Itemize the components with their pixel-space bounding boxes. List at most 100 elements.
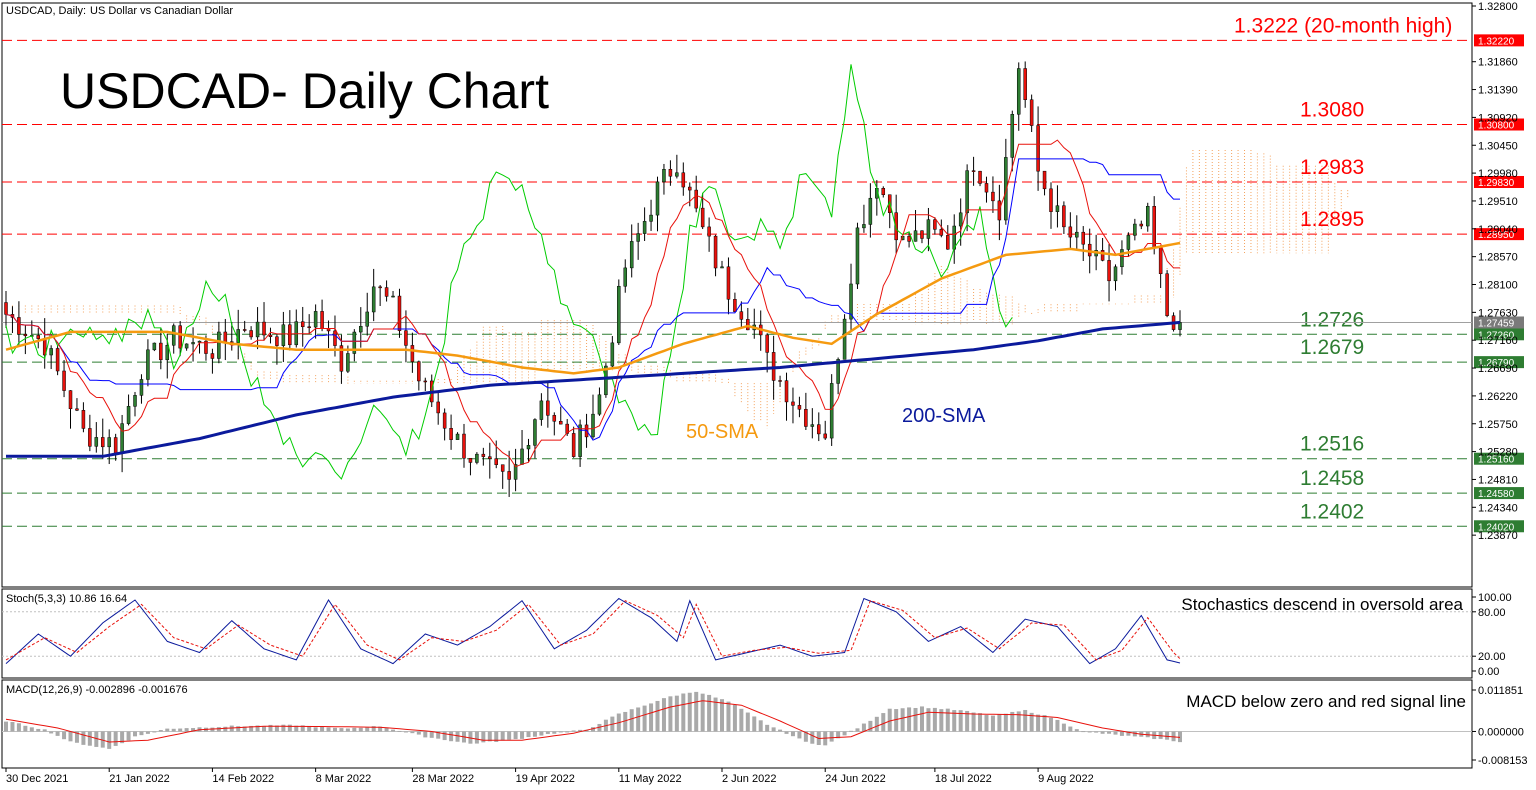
macd-hist-bar — [1061, 723, 1066, 732]
candle-body — [242, 329, 247, 331]
macd-hist-bar — [932, 707, 937, 732]
macd-hist-bar — [10, 721, 15, 732]
macd-hist-bar — [1107, 731, 1112, 734]
candle-body — [468, 458, 473, 463]
macd-tick-label: 0.011851 — [1478, 685, 1523, 697]
level-tag — [1474, 328, 1524, 341]
level-tag — [1474, 520, 1524, 533]
candle-body — [455, 433, 460, 440]
candle-body — [488, 456, 492, 459]
macd-hist-bar — [565, 731, 570, 733]
macd-hist-bar — [1042, 715, 1047, 732]
candle-body — [978, 170, 982, 184]
macd-hist-bar — [281, 724, 286, 732]
candle-body — [849, 283, 853, 320]
macd-hist-bar — [210, 727, 215, 732]
candle-body — [333, 330, 337, 346]
sma50-line — [5, 241, 1181, 375]
candle-body — [1036, 125, 1040, 172]
candle-body — [617, 285, 621, 344]
candle-body — [984, 183, 989, 193]
macd-hist-bar — [1003, 713, 1008, 732]
macd-hist-bar — [223, 726, 228, 732]
candle-body — [152, 342, 157, 351]
date-tick-label: 9 Aug 2022 — [1038, 773, 1094, 785]
candle-body — [1126, 235, 1131, 250]
candle-body — [855, 227, 860, 285]
macd-hist-bar — [558, 731, 563, 733]
macd-hist-bar — [629, 709, 634, 732]
date-tick-label: 2 Jun 2022 — [722, 773, 776, 785]
macd-hist-bar — [378, 726, 383, 732]
date-tick-label: 18 Jul 2022 — [935, 773, 992, 785]
macd-hist-bar — [216, 727, 221, 732]
macd-plot: 0.011851 0.000000 -0.008153 — [2, 685, 1528, 767]
candle-body — [262, 321, 266, 336]
macd-hist-bar — [62, 731, 67, 740]
macd-hist-bar — [384, 727, 389, 732]
candle-body — [591, 413, 595, 438]
candle-body — [359, 325, 363, 333]
candle-body — [784, 380, 789, 403]
price-tick-label: 1.24810 — [1478, 474, 1518, 486]
stoch-tick-label: 20.00 — [1478, 651, 1506, 663]
macd-hist-bar — [352, 727, 357, 732]
candle-body — [1055, 205, 1060, 212]
candle-body — [868, 197, 873, 225]
macd-hist-bar — [784, 731, 789, 734]
candle-body — [223, 331, 228, 342]
candle-body — [965, 170, 969, 214]
level-tag-text: 1.30800 — [1478, 121, 1515, 132]
macd-hist-bar — [113, 731, 118, 746]
macd-hist-bar — [681, 693, 686, 732]
macd-tick-label: -0.008153 — [1478, 755, 1528, 767]
macd-hist-bar — [4, 721, 8, 732]
candle-body — [126, 406, 131, 424]
macd-hist-bar — [249, 725, 254, 732]
candle-body — [404, 330, 408, 346]
candle-body — [739, 311, 744, 320]
level-label: 1.2679 — [1300, 336, 1364, 359]
level-tag — [1474, 34, 1524, 47]
candle-body — [307, 326, 311, 329]
candle-body — [971, 170, 976, 172]
macd-hist-bar — [849, 730, 854, 732]
candle-body — [920, 230, 924, 239]
candle-body — [958, 212, 963, 227]
macd-hist-bar — [436, 731, 441, 739]
candle-body — [184, 343, 189, 349]
macd-hist-bar — [745, 712, 750, 732]
level-label: 1.2895 — [1300, 208, 1364, 231]
candle-body — [526, 445, 531, 450]
level-tag — [1474, 487, 1524, 500]
macd-hist-bar — [171, 728, 176, 732]
level-tag-text: 1.25160 — [1478, 455, 1515, 466]
level-label: 1.2726 — [1300, 308, 1364, 331]
date-tick-label: 19 Apr 2022 — [516, 773, 575, 785]
macd-hist-bar — [532, 731, 537, 737]
candle-body — [417, 361, 421, 382]
price-tick-label: 1.27630 — [1478, 307, 1518, 319]
macd-hist-bar — [874, 716, 879, 732]
macd-hist-bar — [74, 731, 79, 743]
macd-hist-bar — [242, 726, 247, 732]
candle-body — [1081, 231, 1085, 245]
stoch-plot: 100.00 80.00 20.00 0.00 — [2, 592, 1512, 678]
candle-body — [946, 235, 950, 250]
candle-body — [159, 342, 163, 361]
candle-body — [133, 395, 137, 407]
kijun-line — [5, 158, 1180, 441]
candle-body — [365, 311, 369, 327]
candle-body — [17, 317, 21, 335]
stoch-tick-label: 100.00 — [1478, 592, 1512, 604]
macd-hist-bar — [790, 731, 795, 737]
macd-hist-bar — [778, 729, 783, 732]
date-tick-label: 30 Dec 2021 — [6, 773, 68, 785]
price-tick-label: 1.25280 — [1478, 447, 1518, 459]
candle-body — [662, 168, 666, 183]
macd-hist-bar — [539, 731, 544, 736]
candle-body — [23, 334, 28, 337]
macd-hist-bar — [971, 712, 976, 732]
macd-hist-bar — [952, 710, 957, 732]
macd-hist-bar — [919, 706, 924, 732]
